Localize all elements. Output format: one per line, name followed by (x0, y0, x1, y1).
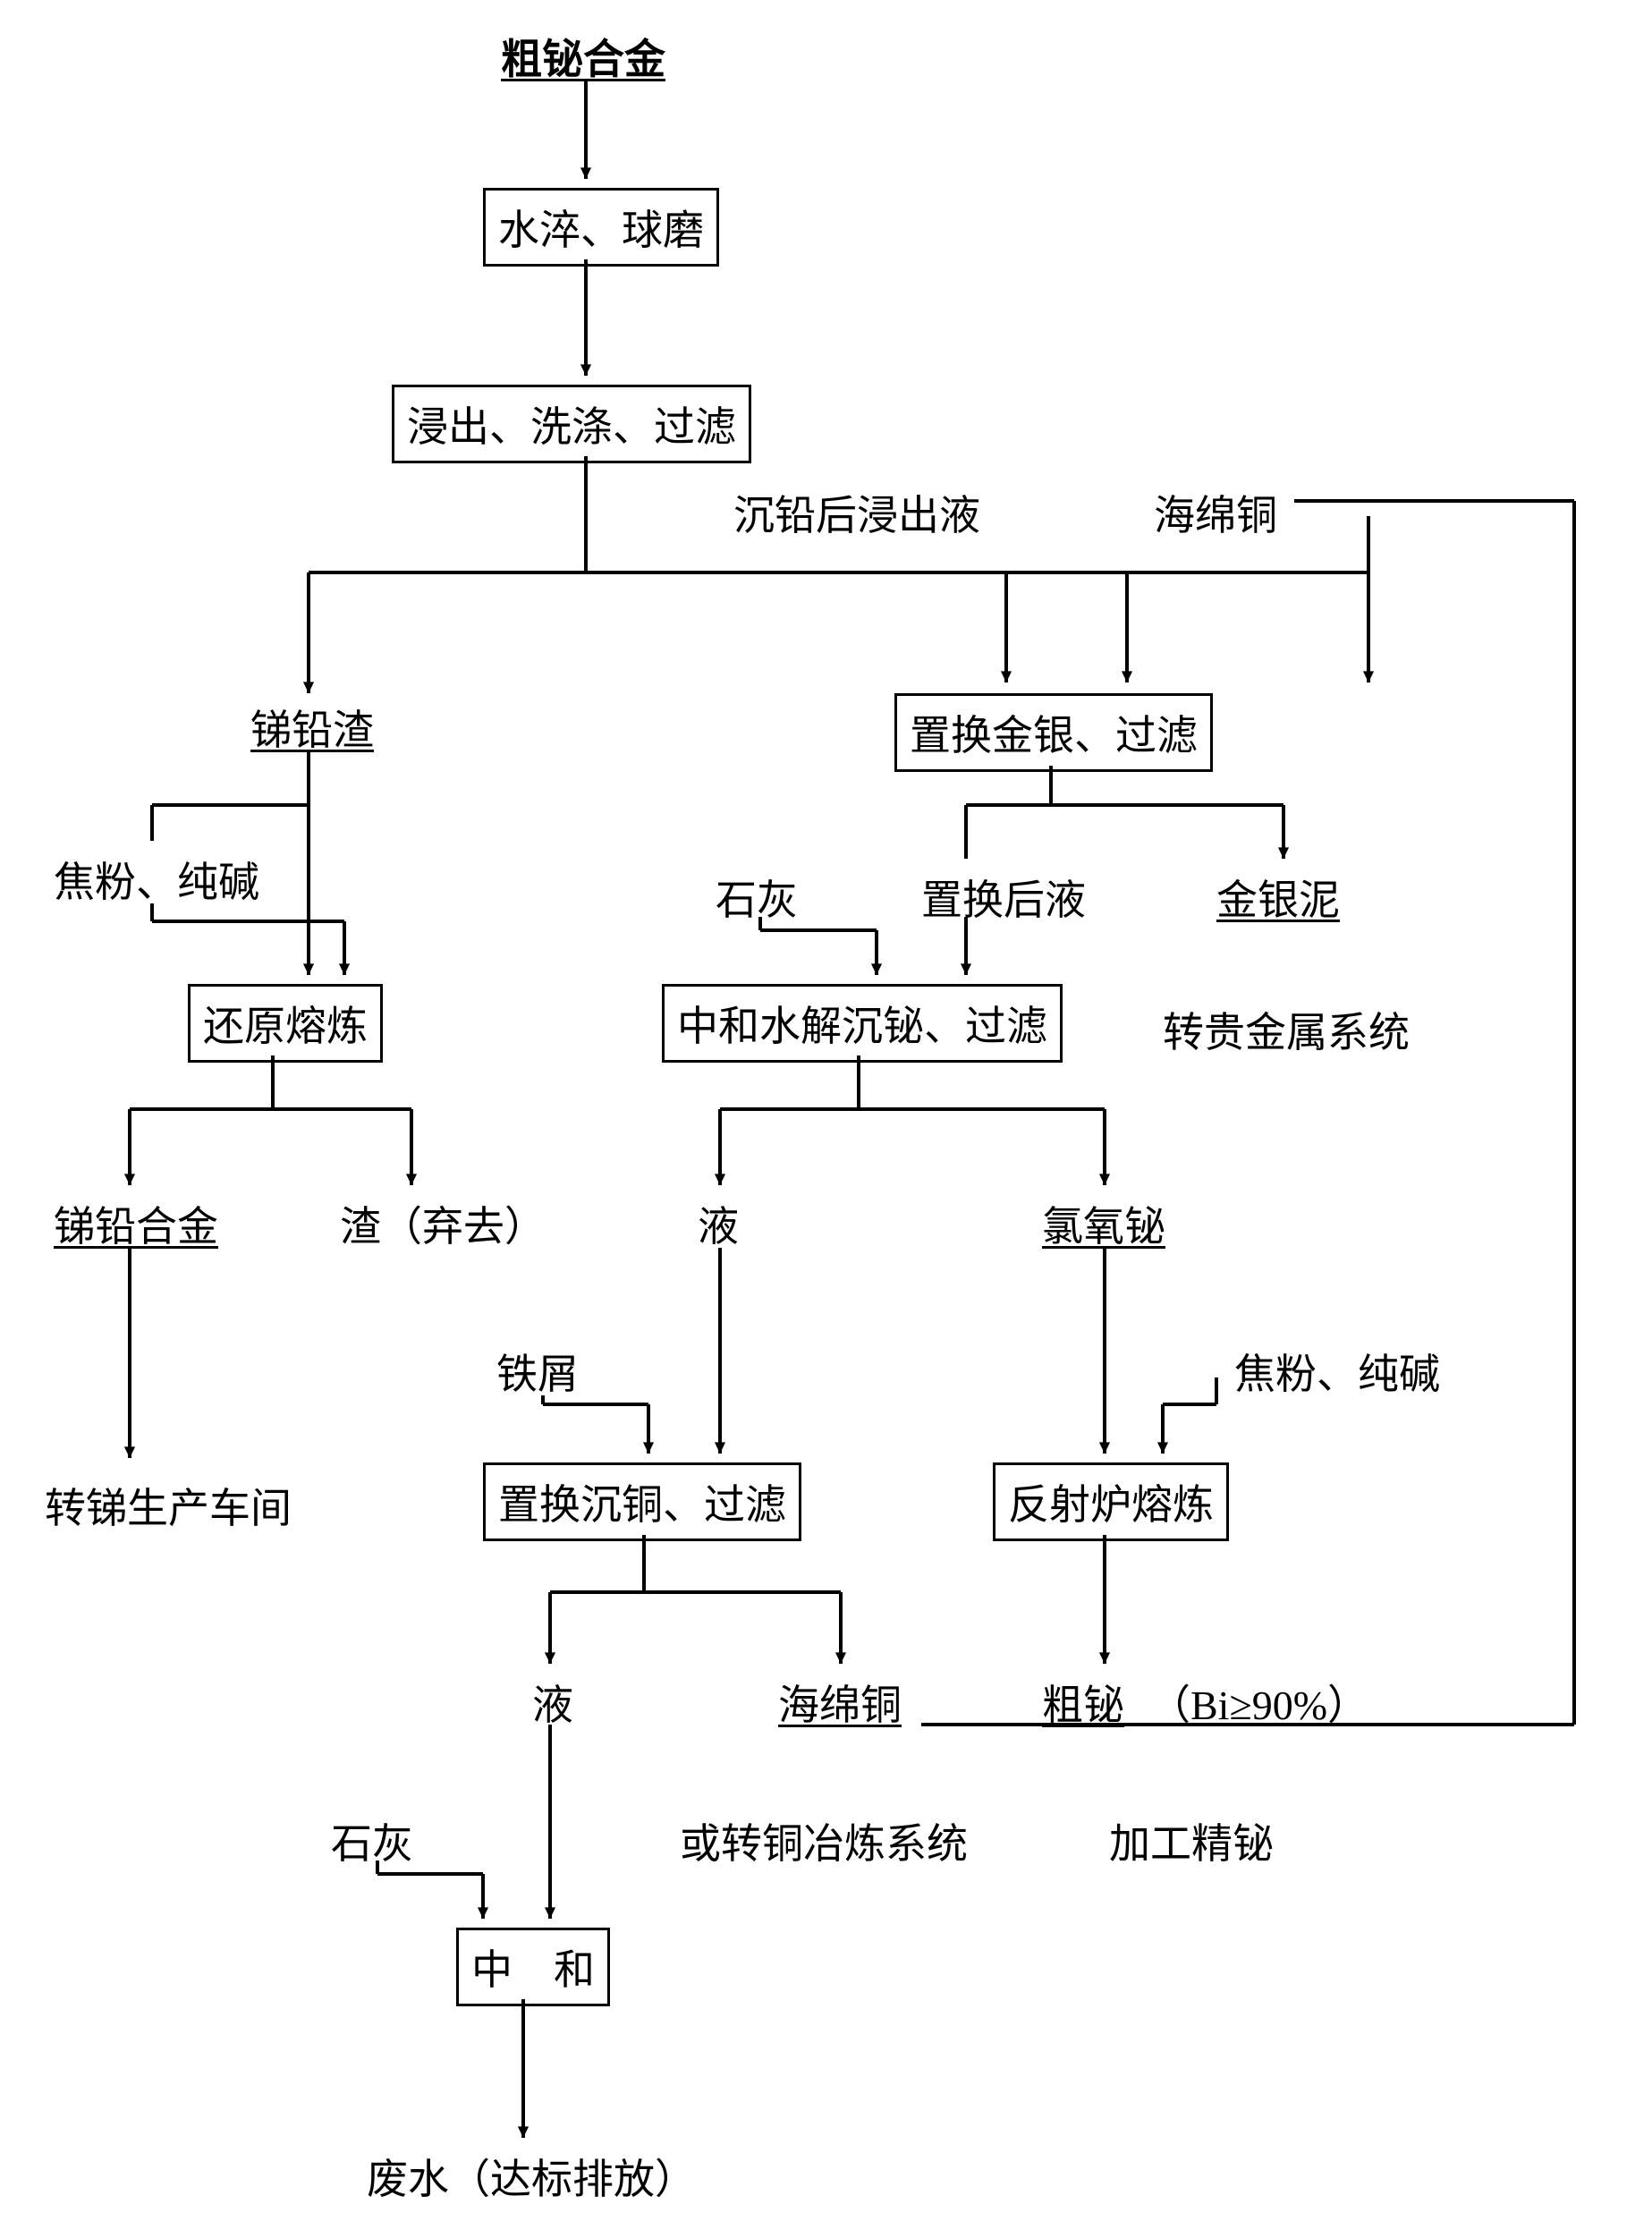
node-n_biocl: 氯氧铋 (1042, 1194, 1165, 1253)
node-t_coke2: 焦粉、纯碱 (1234, 1342, 1440, 1401)
node-n2: 水淬、球磨 (483, 188, 719, 267)
node-n4: 锑铅渣 (250, 698, 374, 757)
node-t_sb_shop: 转锑生产车间 (45, 1476, 292, 1535)
node-t_lime1: 石灰 (716, 868, 798, 927)
node-n1: 粗铋合金 (501, 27, 665, 86)
node-t_liq2: 液 (532, 1673, 573, 1732)
node-n7: 中和水解沉铋、过滤 (662, 984, 1063, 1063)
node-n8: 锑铅合金 (54, 1194, 218, 1253)
node-t_iron: 铁屑 (496, 1342, 579, 1401)
node-t_refine: 加工精铋 (1109, 1811, 1274, 1870)
node-n_ausl: 金银泥 (1216, 868, 1340, 927)
node-t_liq1: 液 (698, 1194, 739, 1253)
node-t_sponge_cu_in: 海绵铜 (1154, 483, 1277, 542)
node-n3: 浸出、洗涤、过滤 (392, 385, 751, 463)
node-t_afterliq: 置换后液 (921, 868, 1086, 927)
node-t_coke1: 焦粉、纯碱 (54, 850, 259, 909)
flowchart-lines (0, 0, 1652, 2221)
node-n_crude_bi: 粗铋 (1042, 1673, 1124, 1732)
node-t_lime2: 石灰 (331, 1811, 413, 1870)
node-n9: 置换沉铜、过滤 (483, 1462, 801, 1541)
node-t_waste: 废水（达标排放） (367, 2147, 696, 2206)
node-n11: 中 和 (456, 1928, 610, 2006)
node-n_sponge: 海绵铜 (778, 1673, 902, 1732)
node-t_precious: 转贵金属系统 (1163, 1000, 1410, 1059)
node-n10: 反射炉熔炼 (993, 1462, 1229, 1541)
node-t_slag: 渣（弃去） (340, 1194, 546, 1253)
node-t_leachate: 沉铅后浸出液 (733, 483, 980, 542)
node-n6: 还原熔炼 (188, 984, 383, 1063)
node-t_bi_spec: （Bi≥90%） (1149, 1673, 1368, 1732)
node-n5: 置换金银、过滤 (894, 693, 1213, 772)
node-t_cu_sys: 或转铜冶炼系统 (680, 1811, 968, 1870)
